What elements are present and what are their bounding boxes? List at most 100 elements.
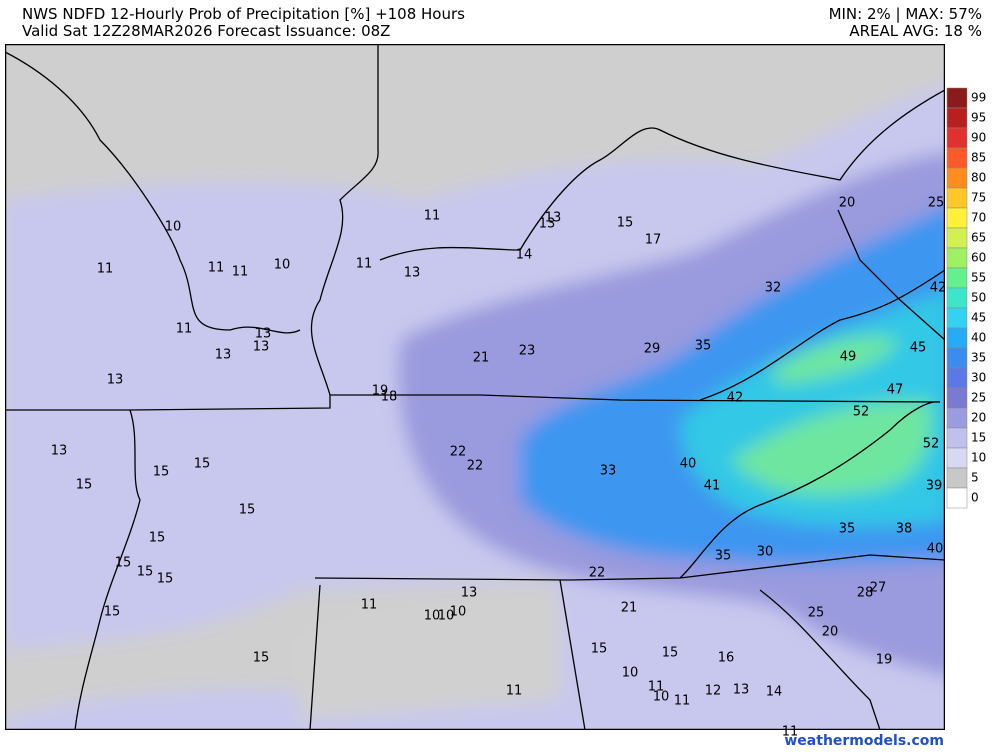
- point-label: 11: [176, 322, 193, 337]
- point-label: 11: [648, 680, 665, 695]
- point-label: 35: [839, 522, 856, 537]
- legend-label: 55: [971, 271, 986, 285]
- point-label: 15: [253, 651, 270, 666]
- legend-label: 30: [971, 371, 986, 385]
- legend-swatch: [946, 327, 968, 349]
- point-label: 14: [766, 685, 783, 700]
- legend-label: 25: [971, 391, 986, 405]
- point-label: 16: [718, 651, 735, 666]
- legend-label: 15: [971, 431, 986, 445]
- point-label: 11: [424, 209, 441, 224]
- point-label: 20: [839, 196, 856, 211]
- point-label: 22: [467, 459, 484, 474]
- legend-swatch: [946, 247, 968, 269]
- legend-label: 5: [971, 471, 979, 485]
- point-label: 19: [372, 384, 389, 399]
- point-label: 10: [450, 605, 467, 620]
- point-label: 15: [104, 605, 121, 620]
- point-label: 52: [923, 437, 940, 452]
- point-label: 11: [97, 262, 114, 277]
- areal-average: AREAL AVG: 18 %: [849, 22, 982, 40]
- point-label: 13: [107, 373, 124, 388]
- point-label: 21: [621, 601, 638, 616]
- point-label: 10: [424, 609, 441, 624]
- point-label: 20: [822, 625, 839, 640]
- point-label: 15: [662, 646, 679, 661]
- point-label: 25: [928, 196, 945, 211]
- point-label: 25: [808, 606, 825, 621]
- point-label: 13: [733, 683, 750, 698]
- title: NWS NDFD 12-Hourly Prob of Precipitation…: [22, 5, 465, 23]
- point-label: 10: [274, 258, 291, 273]
- point-label: 13: [461, 586, 478, 601]
- legend-swatch: [946, 87, 968, 109]
- legend-label: 45: [971, 311, 986, 325]
- point-label: 15: [115, 556, 132, 571]
- point-label: 15: [153, 465, 170, 480]
- point-label: 29: [644, 342, 661, 357]
- point-label: 11: [506, 684, 523, 699]
- legend-swatch: [946, 147, 968, 169]
- point-label: 33: [600, 464, 617, 479]
- point-label: 12: [705, 684, 722, 699]
- legend-label: 20: [971, 411, 986, 425]
- point-label: 11: [208, 261, 225, 276]
- legend-label: 90: [971, 131, 986, 145]
- legend-label: 40: [971, 331, 986, 345]
- legend-swatch: [946, 127, 968, 149]
- point-label: 15: [157, 572, 174, 587]
- subtitle: Valid Sat 12Z28MAR2026 Forecast Issuance…: [22, 22, 390, 40]
- legend-swatch: [946, 287, 968, 309]
- point-label: 27: [870, 581, 887, 596]
- legend-swatch: [946, 107, 968, 129]
- point-label: 11: [674, 694, 691, 709]
- legend-label: 0: [971, 491, 979, 505]
- legend-swatch: [946, 347, 968, 369]
- point-label: 14: [516, 248, 533, 263]
- point-label: 23: [519, 344, 536, 359]
- point-label: 10: [653, 690, 670, 705]
- legend-label: 35: [971, 351, 986, 365]
- legend-swatch: [946, 167, 968, 189]
- point-label: 28: [857, 586, 874, 601]
- legend-label: 60: [971, 251, 986, 265]
- state-borders: [5, 44, 945, 730]
- legend-swatch: [946, 407, 968, 429]
- point-label: 13: [255, 327, 272, 342]
- point-label: 15: [149, 531, 166, 546]
- point-label: 42: [930, 281, 947, 296]
- point-label: 32: [765, 281, 782, 296]
- point-label: 42: [727, 391, 744, 406]
- legend-label: 80: [971, 171, 986, 185]
- point-label: 10: [622, 666, 639, 681]
- legend-swatch: [946, 467, 968, 489]
- legend-swatch: [946, 227, 968, 249]
- legend-swatch: [946, 207, 968, 229]
- point-label: 15: [239, 503, 256, 518]
- point-label: 15: [137, 565, 154, 580]
- point-label: 41: [704, 479, 721, 494]
- point-label: 11: [361, 598, 378, 613]
- legend-swatch: [946, 487, 968, 509]
- legend-label: 50: [971, 291, 986, 305]
- point-label: 15: [591, 642, 608, 657]
- point-label: 15: [76, 478, 93, 493]
- point-label: 35: [715, 549, 732, 564]
- point-label: 13: [51, 444, 68, 459]
- point-label: 11: [356, 257, 373, 272]
- point-label: 39: [926, 479, 943, 494]
- point-label: 18: [381, 390, 398, 405]
- legend-label: 95: [971, 111, 986, 125]
- point-label: 21: [473, 351, 490, 366]
- legend-swatch: [946, 187, 968, 209]
- legend-label: 85: [971, 151, 986, 165]
- point-label: 35: [695, 339, 712, 354]
- point-label: 13: [404, 266, 421, 281]
- point-label: 10: [438, 609, 455, 624]
- point-label: 22: [589, 566, 606, 581]
- point-label: 13: [215, 348, 232, 363]
- legend-label: 75: [971, 191, 986, 205]
